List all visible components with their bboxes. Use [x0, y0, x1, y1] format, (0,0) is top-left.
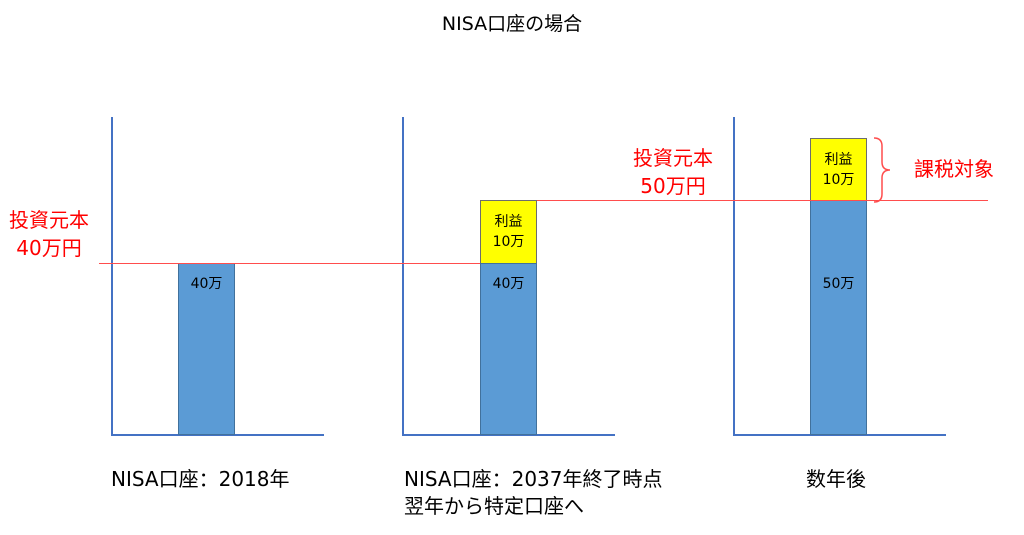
panel-2-principal-label: 40万: [492, 276, 525, 292]
principal-40-annotation: 投資元本 40万円: [4, 206, 94, 262]
panel-1-y-axis: [111, 117, 113, 435]
principal-40-annotation-line-1: 投資元本: [9, 208, 89, 232]
panel-3-profit-label-line-2: 10万: [822, 171, 855, 188]
panel-3-profit-label-line-1: 利益: [824, 151, 853, 168]
panel-2-x-axis: [402, 434, 615, 436]
panel-1-caption-line-1: NISA口座：2018年: [111, 467, 290, 491]
taxable-annotation: 課税対象: [914, 157, 994, 181]
panel-1-principal-bar: 40万: [178, 263, 235, 435]
panel-2-profit-bar: 利益 10万: [480, 200, 537, 264]
panel-1-caption: NISA口座：2018年: [111, 466, 290, 493]
panel-2-caption: NISA口座：2037年終了時点 翌年から特定口座へ: [404, 466, 663, 520]
panel-3-caption-line-1: 数年後: [806, 467, 866, 491]
panel-2-profit-label: 利益 10万: [481, 201, 536, 263]
panel-2-profit-label-line-2: 10万: [492, 234, 525, 250]
panel-3-principal-label: 50万: [822, 276, 855, 292]
panel-3-profit-label: 利益 10万: [811, 139, 866, 200]
principal-50-annotation: 投資元本 50万円: [625, 144, 721, 200]
panel-3-principal-bar: 50万: [810, 200, 867, 435]
principal-40-annotation-line-2: 40万円: [16, 236, 82, 260]
taxable-brace-icon: [873, 137, 891, 203]
principal-50-reference-line: [537, 200, 988, 201]
panel-2-caption-line-1: NISA口座：2037年終了時点: [404, 467, 663, 491]
principal-40-reference-line: [99, 263, 480, 264]
panel-3-x-axis: [733, 434, 946, 436]
panel-2-caption-line-2: 翌年から特定口座へ: [404, 494, 584, 518]
panel-1-principal-label: 40万: [190, 276, 223, 292]
panel-3-y-axis: [733, 117, 735, 435]
panel-2-principal-bar: 40万: [480, 263, 537, 435]
panel-3-profit-bar: 利益 10万: [810, 138, 867, 201]
panel-3-caption: 数年後: [806, 466, 866, 493]
diagram-title: NISA口座の場合: [441, 13, 583, 35]
panel-1-x-axis: [111, 434, 324, 436]
principal-50-annotation-line-1: 投資元本: [633, 146, 713, 170]
principal-50-annotation-line-2: 50万円: [640, 174, 706, 198]
panel-2-profit-label-line-1: 利益: [494, 214, 523, 230]
panel-2-y-axis: [402, 117, 404, 435]
